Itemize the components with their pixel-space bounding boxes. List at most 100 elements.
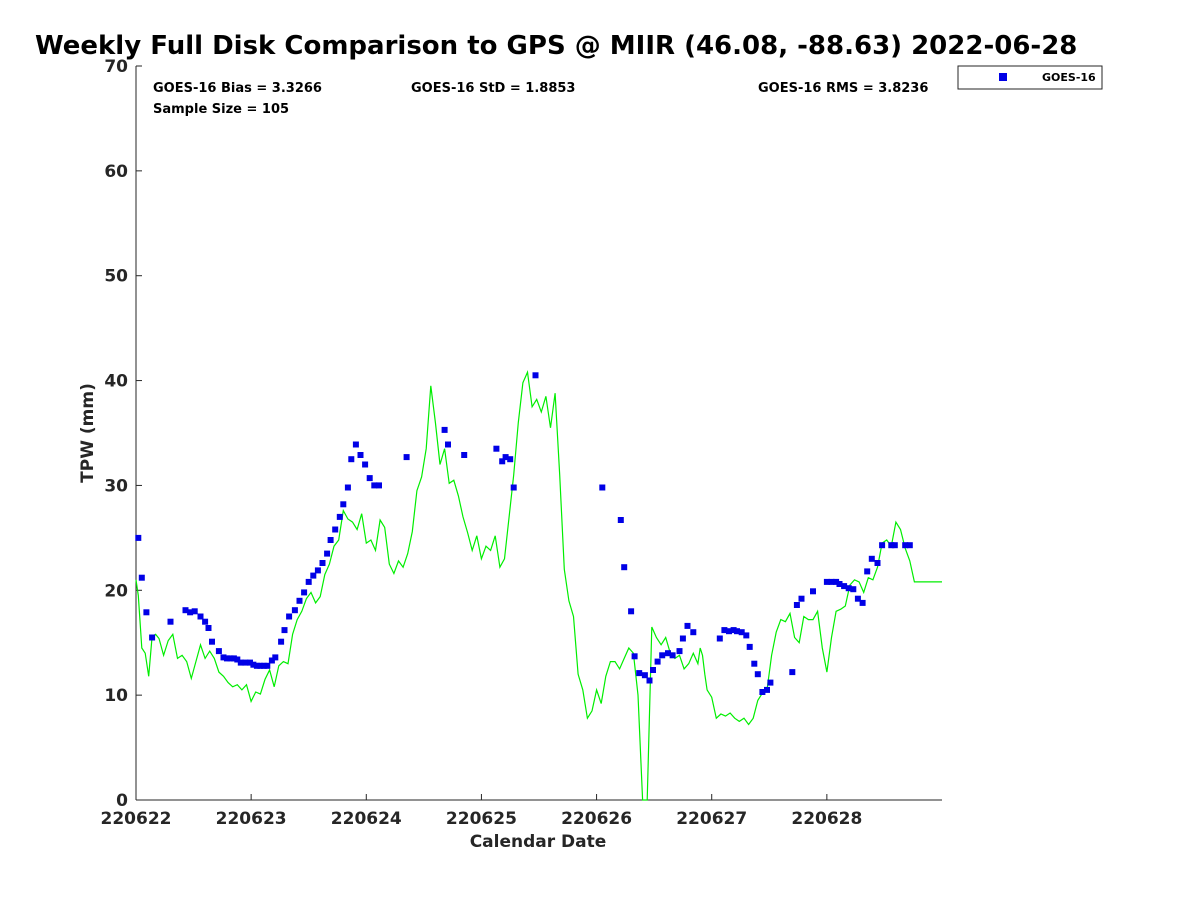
- y-tick-label: 60: [104, 162, 128, 182]
- goes-point: [641, 672, 648, 679]
- y-tick-label: 0: [116, 791, 128, 811]
- goes-point: [510, 484, 517, 491]
- goes-point: [650, 667, 656, 673]
- goes-point: [646, 677, 653, 684]
- x-tick-label: 220623: [216, 809, 287, 829]
- goes-point: [823, 578, 830, 585]
- goes-point: [631, 653, 638, 660]
- y-tick-label: 20: [104, 581, 128, 601]
- goes-point: [197, 613, 204, 620]
- goes-point: [906, 542, 913, 549]
- goes-point: [281, 627, 288, 634]
- goes-point: [357, 452, 364, 458]
- goes-point: [257, 662, 264, 669]
- goes-point: [665, 650, 671, 657]
- legend-label-goes: GOES-16: [1042, 71, 1096, 84]
- goes-point: [237, 659, 244, 666]
- goes-point: [366, 475, 373, 482]
- goes-point: [754, 671, 761, 678]
- goes-point: [324, 550, 331, 557]
- goes-point: [352, 441, 359, 448]
- series-goes: [135, 372, 913, 695]
- legend: GOES-16: [957, 65, 1103, 90]
- goes-point: [327, 537, 334, 543]
- goes-point: [234, 656, 241, 663]
- goes-point: [215, 648, 222, 655]
- y-tick-label: 40: [104, 372, 128, 392]
- goes-point: [859, 599, 866, 606]
- goes-point: [759, 689, 766, 695]
- goes-point: [441, 426, 448, 433]
- goes-point: [191, 608, 198, 615]
- goes-point: [286, 613, 293, 620]
- goes-point: [810, 588, 816, 595]
- goes-point: [182, 607, 189, 614]
- plot-frame: [136, 66, 942, 800]
- x-tick-label: 220626: [561, 809, 632, 829]
- goes-point: [268, 657, 275, 664]
- goes-point: [850, 586, 857, 593]
- goes-point: [371, 482, 378, 489]
- goes-point: [230, 655, 237, 662]
- goes-point: [403, 454, 410, 461]
- x-tick-label: 220624: [331, 809, 402, 829]
- goes-point: [205, 625, 212, 631]
- goes-point: [721, 627, 728, 634]
- goes-point: [493, 445, 500, 452]
- goes-point: [209, 638, 215, 645]
- chart-title: Weekly Full Disk Comparison to GPS @ MII…: [35, 31, 1077, 61]
- goes-point: [220, 654, 227, 661]
- goes-point: [738, 629, 745, 636]
- goes-point: [376, 482, 382, 489]
- y-ticks: 0 10 20 30 40 50 60 70: [104, 57, 142, 811]
- goes-point: [789, 669, 796, 676]
- goes-point: [767, 679, 774, 686]
- stat-sample-size: Sample Size = 105: [153, 102, 289, 117]
- goes-point: [621, 564, 628, 571]
- goes-point: [348, 456, 355, 463]
- goes-point: [636, 670, 643, 677]
- goes-point: [340, 501, 347, 508]
- goes-point: [726, 628, 732, 635]
- goes-point: [684, 622, 691, 629]
- goes-point: [461, 452, 468, 458]
- goes-point: [891, 542, 898, 549]
- goes-point: [319, 560, 326, 566]
- goes-point: [499, 458, 506, 465]
- goes-point: [902, 542, 909, 549]
- goes-point: [841, 583, 848, 590]
- goes-point: [730, 627, 737, 634]
- goes-point: [654, 658, 661, 665]
- goes-point: [272, 654, 279, 661]
- goes-point: [344, 484, 351, 491]
- goes-point: [305, 578, 312, 585]
- plot-area: [135, 66, 942, 801]
- x-tick-label: 220625: [446, 809, 517, 829]
- goes-point: [260, 662, 267, 669]
- goes-point: [676, 648, 683, 655]
- goes-point: [187, 609, 194, 616]
- goes-point: [764, 686, 770, 693]
- legend-marker-goes: [999, 73, 1007, 81]
- goes-point: [310, 572, 317, 579]
- gps-line: [135, 369, 942, 801]
- goes-point: [716, 635, 723, 642]
- goes-point: [227, 655, 234, 662]
- goes-point: [362, 461, 369, 468]
- goes-point: [314, 567, 321, 574]
- goes-point: [242, 659, 249, 666]
- y-axis-label: TPW (mm): [78, 383, 98, 483]
- goes-point: [599, 484, 606, 491]
- goes-point: [798, 595, 805, 602]
- goes-point: [247, 659, 253, 666]
- legend-box: [957, 65, 1103, 90]
- goes-point: [445, 441, 451, 448]
- goes-point: [669, 652, 676, 659]
- goes-point: [854, 595, 861, 602]
- y-tick-label: 50: [104, 267, 128, 287]
- stat-std: GOES-16 StD = 1.8853: [411, 81, 575, 96]
- goes-point: [746, 643, 753, 650]
- x-tick-label: 220627: [676, 809, 747, 829]
- goes-point: [264, 662, 271, 669]
- goes-point: [828, 578, 835, 585]
